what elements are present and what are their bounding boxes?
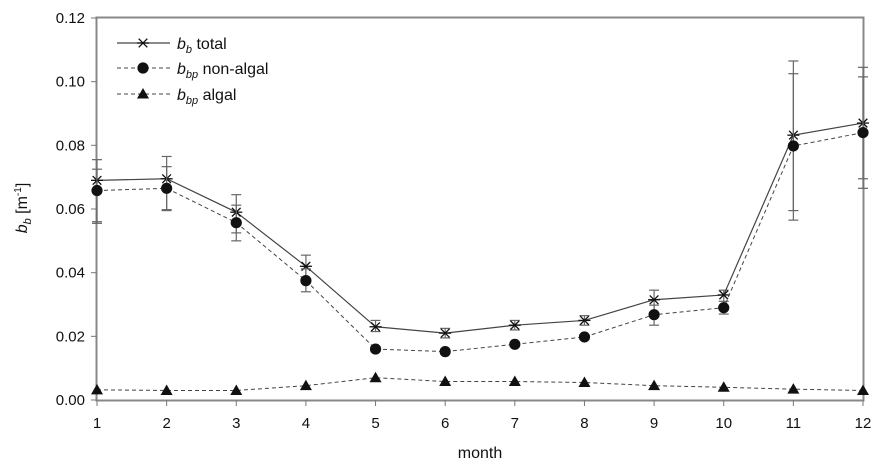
point-algal bbox=[508, 375, 521, 387]
point-total bbox=[369, 322, 382, 332]
plot-frame bbox=[95, 16, 865, 402]
asterisk-stroke bbox=[510, 320, 520, 330]
point-non-algal bbox=[91, 184, 103, 197]
point-total bbox=[439, 328, 452, 338]
x-tick-label: 7 bbox=[511, 415, 519, 432]
series-line-total bbox=[96, 122, 864, 334]
point-algal bbox=[160, 384, 173, 395]
x-tick-label: 3 bbox=[232, 415, 240, 432]
point-algal bbox=[91, 383, 103, 395]
point-non-algal bbox=[787, 140, 799, 152]
legend-label-sub: bp bbox=[186, 69, 198, 81]
legend-label-rest: algal bbox=[198, 87, 236, 104]
series-line-algal bbox=[96, 377, 864, 391]
legend-label-rest: non-algal bbox=[198, 61, 268, 78]
point-total bbox=[508, 320, 521, 330]
y-axis-title: bb [m-1] bbox=[13, 183, 34, 234]
point-total bbox=[717, 290, 730, 300]
y-tick-label: 0.00 bbox=[56, 392, 85, 409]
point-algal bbox=[648, 379, 661, 391]
point-algal bbox=[578, 376, 591, 387]
legend-marker-non-algal bbox=[137, 62, 149, 74]
point-non-algal bbox=[300, 275, 312, 287]
legend-label-algal: bbp algal bbox=[177, 87, 236, 107]
point-algal bbox=[857, 384, 869, 395]
x-tick-label: 11 bbox=[786, 415, 802, 432]
y-tick-label: 0.10 bbox=[56, 74, 85, 91]
point-algal bbox=[230, 384, 243, 395]
x-tick-label: 2 bbox=[162, 415, 170, 432]
point-algal bbox=[299, 379, 312, 391]
asterisk-stroke bbox=[440, 328, 450, 338]
asterisk-stroke bbox=[649, 294, 659, 305]
point-non-algal bbox=[439, 346, 451, 358]
point-algal bbox=[439, 375, 452, 387]
point-total bbox=[648, 294, 661, 305]
legend-item-non-algal: bbp non-algal bbox=[117, 61, 268, 81]
point-non-algal bbox=[578, 331, 591, 343]
y-axis-title-unit-suffix: ] bbox=[14, 183, 31, 187]
point-total bbox=[578, 315, 591, 326]
x-axis-title: month bbox=[458, 445, 502, 462]
point-algal bbox=[717, 381, 730, 392]
point-non-algal bbox=[369, 343, 382, 355]
legend-label-non-algal: bbp non-algal bbox=[177, 61, 268, 81]
y-axis-title-main: b bbox=[14, 224, 31, 233]
legend-item-total: bb total bbox=[117, 36, 227, 56]
series-line-non-algal bbox=[96, 132, 864, 353]
y-axis-title-sub: b bbox=[22, 218, 34, 224]
legend-label-sub: bp bbox=[186, 95, 198, 107]
point-non-algal bbox=[857, 127, 869, 139]
y-tick-label: 0.06 bbox=[56, 201, 85, 218]
legend-label-main: b bbox=[177, 61, 186, 78]
series-algal bbox=[91, 371, 869, 395]
legend-item-algal: bbp algal bbox=[117, 87, 236, 107]
y-tick-label: 0.02 bbox=[56, 328, 85, 345]
x-tick-label: 9 bbox=[650, 415, 658, 432]
legend-marker-total bbox=[137, 38, 149, 48]
legend-marker-algal bbox=[137, 88, 149, 99]
series-non-algal bbox=[91, 73, 869, 358]
asterisk-stroke bbox=[138, 38, 148, 48]
series-layer bbox=[91, 60, 869, 395]
point-non-algal bbox=[161, 182, 173, 194]
x-tick-label: 10 bbox=[715, 415, 732, 432]
asterisk-stroke bbox=[718, 290, 729, 300]
x-tick-label: 4 bbox=[302, 415, 310, 432]
asterisk-stroke bbox=[579, 315, 590, 326]
y-axis-title-unit-sup: -1 bbox=[13, 187, 24, 196]
x-tick-label: 6 bbox=[441, 415, 449, 432]
x-tick-label: 12 bbox=[855, 415, 872, 432]
point-non-algal bbox=[230, 217, 242, 229]
point-non-algal bbox=[718, 302, 730, 314]
point-algal bbox=[369, 371, 382, 383]
x-axis-ticks: 1 2 3 4 5 6 7 8 9 10 11 12 bbox=[93, 400, 872, 432]
point-non-algal bbox=[648, 309, 660, 321]
y-axis-ticks: 0.00 0.02 0.04 0.06 0.08 0.10 0.12 bbox=[56, 10, 97, 409]
legend-label-total: bb total bbox=[177, 36, 227, 56]
x-tick-label: 5 bbox=[371, 415, 379, 432]
asterisk-stroke bbox=[370, 322, 381, 332]
legend-label-rest: total bbox=[192, 36, 227, 53]
legend-label-main: b bbox=[177, 87, 186, 104]
point-non-algal bbox=[509, 338, 521, 350]
legend-label-main: b bbox=[177, 36, 186, 53]
y-tick-label: 0.04 bbox=[56, 265, 85, 282]
y-tick-label: 0.08 bbox=[56, 137, 85, 154]
x-tick-label: 8 bbox=[580, 415, 588, 432]
y-tick-label: 0.12 bbox=[56, 10, 85, 27]
y-axis-title-unit-prefix: [m bbox=[14, 196, 31, 218]
point-algal bbox=[787, 383, 800, 394]
legend-label-sub: b bbox=[186, 44, 192, 56]
x-tick-label: 1 bbox=[93, 415, 101, 432]
